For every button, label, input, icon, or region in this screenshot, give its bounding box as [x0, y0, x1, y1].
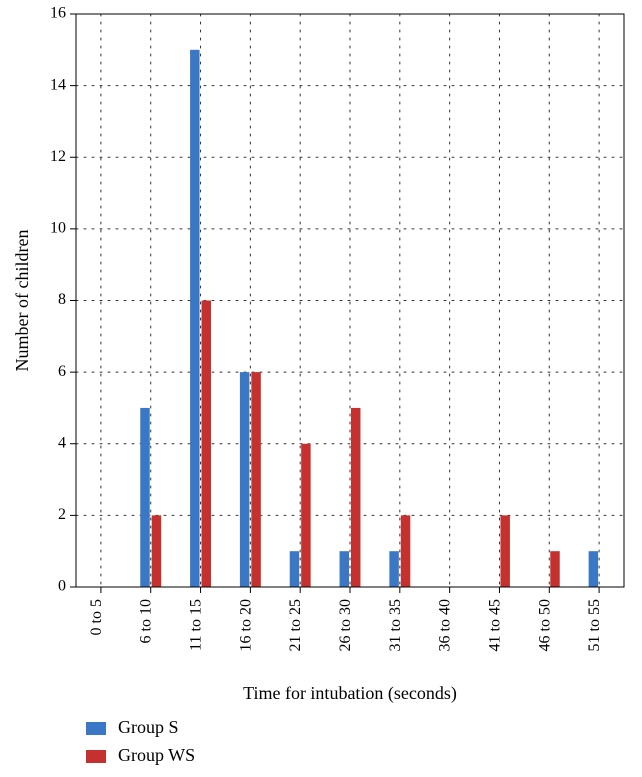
- x-axis-label: Time for intubation (seconds): [243, 683, 457, 704]
- y-tick-label: 14: [50, 76, 66, 93]
- bar-group-s: [290, 551, 299, 587]
- bar-group-ws: [301, 444, 310, 587]
- bar-group-s: [140, 408, 149, 587]
- bar-group-ws: [202, 301, 211, 588]
- bar-group-ws: [401, 515, 410, 587]
- bar-group-ws: [251, 372, 260, 587]
- x-tick-label: 51 to 55: [586, 599, 603, 651]
- bar-group-ws: [550, 551, 559, 587]
- x-tick-label: 6 to 10: [138, 599, 155, 643]
- x-tick-label: 11 to 15: [188, 599, 205, 651]
- x-tick-label: 26 to 30: [337, 599, 354, 651]
- y-tick-label: 8: [58, 291, 66, 308]
- bar-group-s: [589, 551, 598, 587]
- x-tick-label: 0 to 5: [88, 599, 105, 635]
- bar-group-ws: [500, 515, 509, 587]
- bar-group-s: [240, 372, 249, 587]
- y-tick-label: 12: [50, 148, 66, 165]
- y-tick-label: 6: [58, 363, 66, 380]
- x-tick-label: 16 to 20: [237, 599, 254, 651]
- x-tick-label: 31 to 35: [387, 599, 404, 651]
- legend-swatch: [86, 750, 106, 763]
- chart-background: [0, 0, 642, 777]
- y-tick-label: 16: [50, 5, 66, 22]
- bar-group-ws: [351, 408, 360, 587]
- x-tick-label: 46 to 50: [536, 599, 553, 651]
- bar-group-ws: [152, 515, 161, 587]
- intubation-time-bar-chart: 0 2 4 6 8 10 12 14 16 0 to 5 6 to 10 11 to 15 16 to …: [0, 0, 642, 777]
- bar-group-s: [190, 50, 199, 587]
- bar-group-s: [340, 551, 349, 587]
- legend-label: Group S: [118, 717, 179, 737]
- x-tick-label: 41 to 45: [486, 599, 503, 651]
- x-tick-label: 21 to 25: [287, 599, 304, 651]
- y-tick-label: 0: [58, 578, 66, 595]
- legend-swatch: [86, 722, 106, 735]
- y-tick-label: 2: [58, 506, 66, 523]
- x-tick-label: 36 to 40: [437, 599, 454, 651]
- y-tick-label: 10: [50, 220, 66, 237]
- bar-group-s: [389, 551, 398, 587]
- legend-label: Group WS: [118, 745, 195, 765]
- chart-svg: 0 2 4 6 8 10 12 14 16 0 to 5 6 to 10 11 to 15 16 to …: [0, 0, 642, 777]
- y-axis-label: Number of children: [12, 230, 32, 372]
- y-tick-label: 4: [58, 434, 66, 451]
